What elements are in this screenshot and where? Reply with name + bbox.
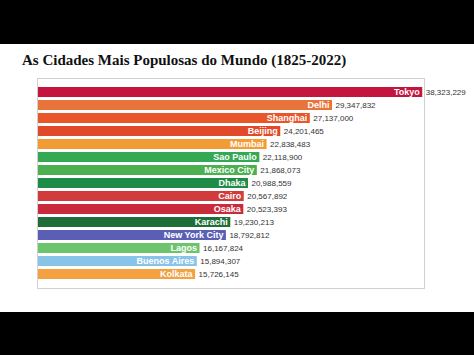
svg-text:27,137,000: 27,137,000: [313, 114, 354, 123]
svg-text:16,167,824: 16,167,824: [203, 244, 244, 253]
svg-text:Osaka: Osaka: [214, 204, 242, 214]
svg-text:New York City: New York City: [164, 230, 224, 240]
svg-text:Cairo: Cairo: [218, 191, 242, 201]
svg-text:Delhi: Delhi: [307, 100, 329, 110]
svg-text:Buenos Aires: Buenos Aires: [137, 256, 195, 266]
svg-text:Lagos: Lagos: [171, 243, 198, 253]
svg-text:24,201,465: 24,201,465: [284, 127, 325, 136]
svg-text:29,347,832: 29,347,832: [336, 101, 377, 110]
svg-text:38,323,229: 38,323,229: [426, 88, 467, 97]
svg-text:Tokyo: Tokyo: [394, 87, 420, 97]
svg-text:Dhaka: Dhaka: [218, 178, 246, 188]
svg-text:Kolkata: Kolkata: [160, 269, 194, 279]
html-text:As Cidades Mais Populosas do M: As Cidades Mais Populosas do Mundo (1825…: [22, 52, 347, 68]
svg-text:Karachi: Karachi: [195, 217, 228, 227]
svg-text:Shanghai: Shanghai: [267, 113, 308, 123]
svg-text:22,838,483: 22,838,483: [270, 140, 311, 149]
svg-text:15,726,145: 15,726,145: [199, 270, 240, 279]
svg-text:Beijing: Beijing: [248, 126, 278, 136]
svg-text:20,523,393: 20,523,393: [247, 205, 288, 214]
svg-text:19,230,213: 19,230,213: [234, 218, 275, 227]
svg-text:22,118,900: 22,118,900: [263, 153, 303, 162]
svg-text:Sao Paulo: Sao Paulo: [213, 152, 257, 162]
svg-text:21,868,073: 21,868,073: [260, 166, 301, 175]
svg-text:20,988,559: 20,988,559: [251, 179, 292, 188]
svg-text:Mumbai: Mumbai: [230, 139, 264, 149]
svg-text:15,894,307: 15,894,307: [200, 257, 241, 266]
svg-text:20,567,892: 20,567,892: [247, 192, 288, 201]
svg-text:Mexico City: Mexico City: [204, 165, 254, 175]
svg-text:18,792,812: 18,792,812: [229, 231, 270, 240]
